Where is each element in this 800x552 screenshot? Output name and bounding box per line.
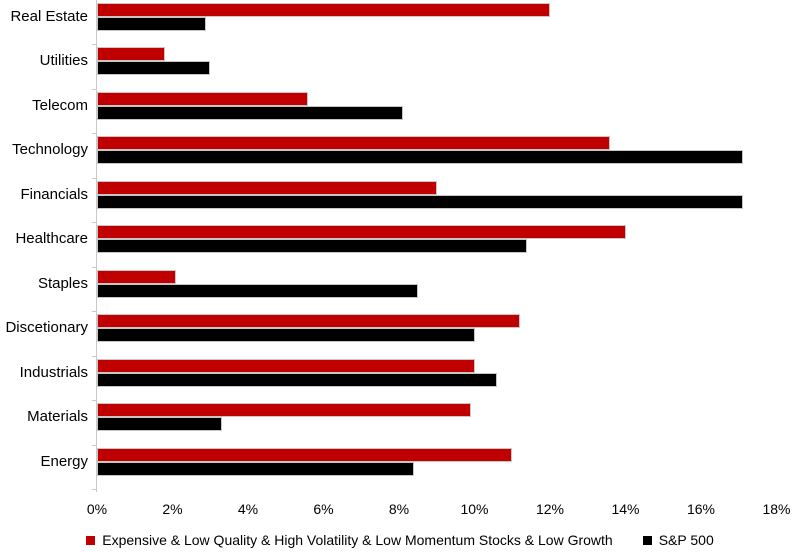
bar [97,61,211,76]
bar [97,328,475,343]
bar [97,105,403,120]
category-label: Financials [20,185,88,203]
y-axis-tick [92,356,97,357]
bar [97,417,222,432]
bar [97,461,415,476]
y-axis-tick [92,311,97,312]
bar [97,136,611,151]
legend-swatch-sp500 [642,535,652,545]
category-label: Real Estate [10,8,88,25]
x-tick-label: 18% [762,501,791,517]
x-tick-label: 8% [388,501,410,517]
x-tick-label: 0% [86,501,108,517]
x-tick-label: 14% [611,501,640,517]
x-tick-label: 10% [460,501,489,517]
category-label: Healthcare [15,230,88,248]
bar [97,150,743,165]
x-tick-label: 2% [162,501,183,517]
category-label: Staples [37,274,88,292]
bar [97,239,528,254]
category-label: Energy [40,452,88,470]
x-tick-label: 6% [313,501,334,517]
legend-swatch-strategy [86,535,96,545]
bar [97,269,177,284]
category-label: Technology [12,141,88,159]
y-axis-tick [92,400,97,401]
y-axis-tick [92,133,97,134]
category-label: Discetionary [5,319,88,337]
legend-label-sp500: S&P 500 [658,532,714,548]
x-tick-label: 4% [237,501,259,517]
bar [97,403,471,418]
bar [97,17,207,31]
x-tick-label: 12% [535,501,565,517]
y-axis-tick [92,267,97,268]
legend-item-strategy: Expensive & Low Quality & High Volatilit… [86,532,613,548]
category-label: Industrials [19,363,88,381]
legend: Expensive & Low Quality & High Volatilit… [0,532,800,548]
y-axis-tick [92,178,97,179]
bar [97,358,475,373]
x-tick-label: 16% [686,501,716,517]
bar [97,283,418,298]
legend-item-sp500: S&P 500 [642,532,714,548]
y-axis-tick [92,445,97,446]
category-label: Materials [27,408,88,426]
bar [97,314,520,329]
bar [97,372,498,387]
legend-label-strategy: Expensive & Low Quality & High Volatilit… [102,532,613,548]
bar [97,91,309,106]
bar [97,225,626,240]
y-axis-tick [92,44,97,45]
bar [97,447,513,462]
plot-area [97,0,777,489]
y-axis-tick [92,489,97,490]
category-label: Utilities [39,52,88,70]
bar [97,3,550,17]
bar [97,47,165,62]
category-label: Telecom [32,96,88,114]
y-axis-tick [92,222,97,223]
category-axis: Real Estate Utilities Telecom Technology Fin… [0,0,88,489]
bar [97,180,437,195]
bar [97,194,743,209]
y-axis-tick [92,89,97,90]
y-axis-line [96,0,97,492]
